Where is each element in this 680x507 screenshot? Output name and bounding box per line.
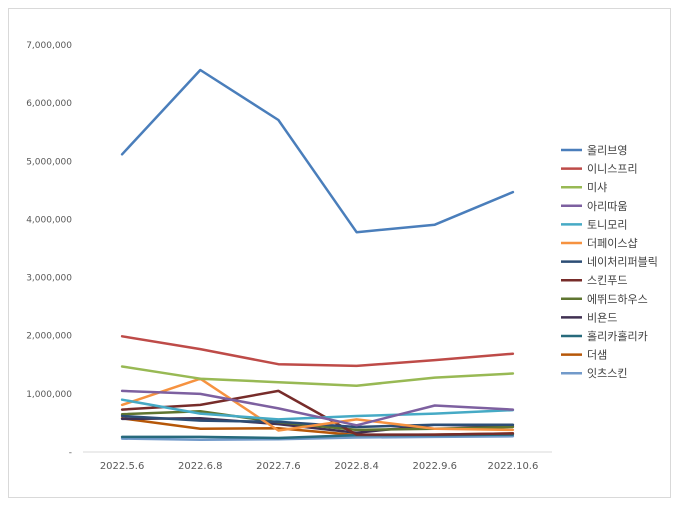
x-tick-label-4: 2022.9.6	[412, 461, 457, 472]
series-line-2	[120, 365, 515, 387]
legend-label-4: 토니모리	[587, 218, 627, 231]
y-tick-label-6: 6,000,000	[26, 99, 72, 109]
series-line-0	[120, 68, 515, 234]
legend-label-11: 더샘	[587, 349, 607, 362]
series-line-3	[120, 389, 515, 427]
y-tick-label-2: 2,000,000	[26, 332, 72, 342]
x-tick-label-5: 2022.10.6	[487, 461, 538, 472]
series-line-5	[120, 377, 515, 432]
y-tick-label-0: -	[69, 448, 72, 458]
plot-lines	[120, 68, 515, 442]
legend-label-6: 네이처리퍼블릭	[587, 256, 658, 269]
series-line-7	[120, 389, 515, 436]
x-tick-label-3: 2022.8.4	[334, 461, 379, 472]
legend-label-1: 이니스프리	[587, 163, 638, 176]
y-tick-label-4: 4,000,000	[26, 215, 72, 225]
legend-label-9: 비욘드	[587, 311, 617, 324]
x-axis: 2022.5.6 2022.6.8 2022.7.6 2022.8.4 2022.9.6…	[83, 451, 552, 472]
legend-label-7: 스킨푸드	[587, 274, 627, 287]
series-line-12	[120, 435, 515, 442]
y-tick-label-3: 3,000,000	[26, 274, 72, 284]
legend-label-2: 미샤	[587, 181, 607, 194]
legend-label-10: 홀리카홀리카	[587, 330, 648, 343]
y-tick-label-5: 5,000,000	[26, 157, 72, 167]
x-tick-label-0: 2022.5.6	[100, 461, 145, 472]
legend-label-8: 에뛰드하우스	[587, 292, 648, 306]
y-tick-label-7: 7,000,000	[26, 41, 72, 51]
legend-label-12: 잇츠스킨	[587, 367, 627, 380]
legend-label-5: 더페이스샵	[587, 237, 638, 250]
legend: 올리브영이니스프리미샤아리따움토니모리더페이스샵네이처리퍼블릭스킨푸드에뛰드하우…	[561, 144, 658, 380]
y-axis: - 1,000,000 2,000,000 3,000,000 4,000,000 5,0…	[26, 41, 72, 458]
y-tick-label-1: 1,000,000	[26, 390, 72, 400]
legend-label-0: 올리브영	[587, 144, 627, 157]
x-tick-label-2: 2022.7.6	[256, 461, 301, 472]
series-line-1	[120, 335, 515, 368]
x-tick-label-1: 2022.6.8	[178, 461, 223, 472]
legend-label-3: 아리따움	[587, 200, 627, 213]
